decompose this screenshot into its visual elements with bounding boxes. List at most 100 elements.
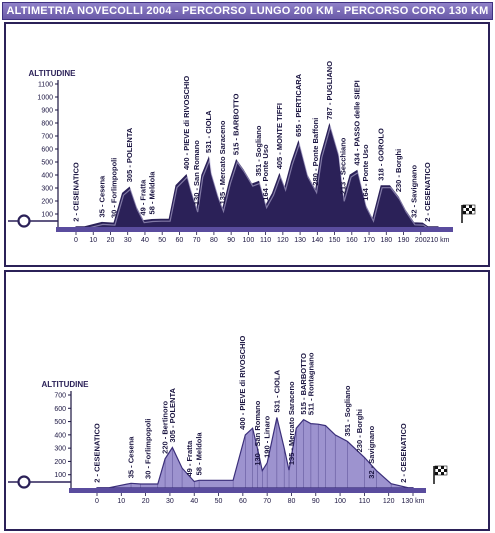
x-tick-label: 210 km [427, 237, 450, 244]
finish-flag-icon [441, 466, 444, 469]
waypoint-label: 135 - Mercato Saraceno [287, 381, 296, 465]
x-tick-label: 150 [329, 237, 341, 244]
x-tick-label: 60 [239, 498, 247, 505]
x-tick-label: 130 km [402, 498, 425, 505]
finish-flag-border [434, 465, 448, 476]
x-tick-label: 110 [359, 498, 370, 505]
finish-flag-icon [466, 208, 469, 211]
x-tick-label: 100 [243, 237, 255, 244]
x-tick-label: 100 [334, 498, 346, 505]
waypoint-label: 2 - CESENATICO [399, 423, 408, 483]
waypoint-label: 351 - Sogliano [343, 385, 352, 436]
x-tick-label: 80 [210, 237, 218, 244]
waypoint-label: 220 - Bertinoro [161, 400, 170, 453]
profile-ridge-line [77, 124, 439, 230]
x-tick-label: 30 [124, 237, 132, 244]
y-tick-label: 600 [54, 406, 66, 413]
waypoint-label: 32 - Savignano [367, 425, 376, 478]
finish-flag-icon [466, 211, 469, 214]
y-axis-title: ALTITUDINE [42, 380, 90, 389]
waypoint-label: 35 - Cesena [127, 436, 136, 479]
waypoint-label: 2 - CESENATICO [93, 423, 102, 483]
waypoint-label: 318 - GOROLO [377, 128, 386, 181]
x-tick-label: 50 [215, 498, 223, 505]
waypoint-label: 130 - San Romano [253, 400, 262, 465]
y-tick-label: 1000 [37, 95, 53, 102]
finish-flag-icon [444, 469, 447, 472]
waypoint-label: 434 - PASSO delle SIEPI [352, 80, 361, 165]
chart-panel-short: ALTITUDINE 100 200 300 400 500 600 700 0 10 20 30 40… [4, 270, 490, 531]
finish-flag-icon [469, 205, 472, 208]
waypoint-label: 351 - Sogliano [254, 125, 263, 176]
x-tick-label: 90 [227, 237, 235, 244]
y-tick-label: 300 [54, 446, 66, 453]
waypoint-label: 58 - Meldola [195, 432, 204, 476]
waypoint-label: 655 - PERTICARA [294, 73, 303, 137]
finish-flag-border [462, 204, 476, 215]
waypoint-label: 230 - Borghi [355, 409, 364, 452]
waypoint-label: 135 - Mercato Saraceno [218, 120, 227, 204]
x-tick-label: 140 [311, 237, 323, 244]
finish-flag-icon [435, 472, 438, 475]
finish-flag-icon [472, 208, 475, 211]
waypoint-label: 30 - Forlimpopoli [109, 158, 118, 218]
finish-flag-icon [438, 469, 441, 472]
x-tick-label: 20 [142, 498, 150, 505]
waypoint-label: 213 - Secchiano [339, 137, 348, 194]
y-tick-label: 900 [41, 108, 53, 115]
y-axis-title: ALTITUDINE [29, 69, 77, 78]
waypoint-label: 305 - POLENTA [125, 127, 134, 182]
x-tick-label: 60 [176, 237, 184, 244]
waypoint-label: 405 - MONTE TIFFI [275, 103, 284, 169]
finish-flag-icon [444, 472, 447, 475]
y-tick-label: 500 [54, 419, 66, 426]
finish-flag-icon [463, 208, 466, 211]
waypoint-label: 531 - CIOLA [272, 369, 281, 412]
x-tick-label: 50 [158, 237, 166, 244]
x-tick-label: 170 [363, 237, 375, 244]
x-tick-label: 190 [398, 237, 410, 244]
y-tick-label: 400 [41, 173, 53, 180]
finish-flag-icon [463, 211, 466, 214]
waypoint-label: 280 - Ponte Baffoni [311, 118, 320, 186]
finish-flag-icon [441, 472, 444, 475]
x-tick-label: 70 [193, 237, 201, 244]
waypoint-label: 164 - Ponte Uso [261, 144, 270, 201]
chart-panel-long: ALTITUDINE 100 200 300 400 500 600 700 800 900 100… [4, 22, 490, 267]
waypoint-label: 164 - Ponte Uso [361, 144, 370, 201]
x-tick-label: 0 [74, 237, 78, 244]
finish-flag-icon [469, 211, 472, 214]
waypoint-label: 49 - Fratta [139, 179, 148, 216]
profile-area [96, 417, 414, 489]
y-tick-label: 300 [41, 186, 53, 193]
waypoint-label: 511 - Rontagnano [306, 352, 315, 415]
page-title: ALTIMETRIA NOVECOLLI 2004 - PERCORSO LUN… [6, 5, 489, 17]
x-tick-label: 120 [277, 237, 289, 244]
waypoint-label: 515 - BARBOTTO [232, 93, 241, 155]
x-tick-label: 0 [95, 498, 99, 505]
y-tick-label: 200 [41, 199, 53, 206]
x-tick-label: 70 [263, 498, 271, 505]
long-route-profile-chart: ALTITUDINE100200300400500600700800900100… [8, 61, 476, 244]
finish-flag-icon [472, 205, 475, 208]
finish-flag-icon [438, 466, 441, 469]
waypoint-label: 400 - PIEVE di RIVOSCHIO [238, 335, 247, 429]
waypoint-label: 49 - Fratta [185, 440, 194, 477]
baseline-bar [69, 488, 426, 493]
finish-flag-icon [441, 469, 444, 472]
y-tick-label: 500 [41, 160, 53, 167]
waypoint-label: 58 - Meldola [147, 171, 156, 215]
y-tick-label: 400 [54, 432, 66, 439]
finish-flag-icon [472, 211, 475, 214]
waypoint-label: 130 - San Romano [192, 140, 201, 205]
x-tick-label: 10 [89, 237, 97, 244]
x-tick-label: 110 [260, 237, 271, 244]
y-tick-label: 700 [54, 393, 66, 400]
x-tick-label: 10 [117, 498, 125, 505]
waypoint-label: 305 - POLENTA [168, 388, 177, 443]
finish-flag-icon [438, 472, 441, 475]
finish-flag-icon [463, 205, 466, 208]
x-tick-label: 40 [141, 237, 149, 244]
start-circle-icon [17, 475, 31, 489]
finish-flag-icon [444, 466, 447, 469]
